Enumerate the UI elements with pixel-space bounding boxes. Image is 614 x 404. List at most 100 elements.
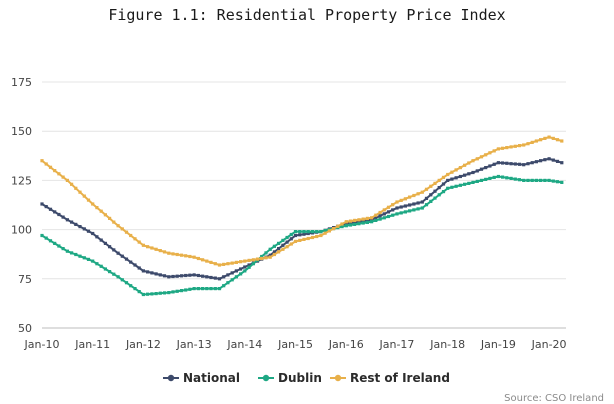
data-point [146,270,150,274]
data-point [103,267,107,271]
y-tick-label: 100 [11,224,32,237]
x-tick-label: Jan-15 [277,338,313,351]
data-point [551,179,555,183]
data-point [551,136,555,140]
data-point [154,292,158,296]
data-point [365,220,369,224]
gridlines [42,81,566,329]
data-point [298,233,302,237]
data-point [179,274,184,278]
data-point [488,176,492,180]
data-point [205,259,209,263]
data-point [103,241,107,245]
source-note: Source: CSO Ireland [504,393,604,404]
data-point [150,271,154,275]
data-point [213,276,217,280]
data-point [277,241,281,245]
data-point [420,206,424,210]
data-point [133,237,137,241]
data-point [70,182,74,186]
data-point [205,287,209,291]
legend-label: National [183,371,240,385]
data-point [547,157,551,161]
data-point [399,205,403,209]
y-tick-label: 150 [11,125,32,138]
data-point [281,247,285,251]
data-point [78,190,82,194]
x-tick-label: Jan-10 [24,338,60,351]
data-point [420,200,424,204]
data-point [217,287,222,291]
legend: National Dublin Rest of Ireland [163,371,450,385]
data-point [196,256,200,261]
chart-title: Figure 1.1: Residential Property Price I… [108,6,506,24]
data-point [399,198,403,202]
legend-item: National [163,371,240,385]
data-point [171,290,175,294]
data-point [471,180,475,184]
data-point [201,258,205,262]
data-point [293,233,298,238]
data-point [298,238,302,242]
data-point [65,218,69,222]
data-point [403,204,407,208]
data-point [61,215,65,219]
data-point [48,207,53,211]
data-point [348,223,353,227]
data-point [230,261,234,265]
data-point [492,162,496,166]
data-point [429,184,433,188]
data-point [496,161,500,165]
data-point [272,252,276,257]
data-point [175,252,179,257]
data-point [226,281,230,285]
data-point [209,260,213,264]
data-point [382,208,386,212]
data-point [416,192,420,196]
data-point [475,169,479,173]
data-point [192,287,196,291]
data-point [340,225,344,229]
data-point [374,213,378,217]
data-point [348,221,353,225]
data-point [424,187,429,191]
data-point [458,166,462,170]
data-point [108,270,112,274]
data-point [171,274,175,279]
data-point [441,182,446,186]
data-point [243,269,247,273]
series-rest-of-ireland [40,135,564,267]
data-point [289,232,293,237]
data-point [513,144,517,148]
data-point [479,178,484,182]
data-point [310,230,315,234]
data-point [450,185,454,189]
data-point [370,216,374,220]
data-point [492,149,496,153]
series-dublin [40,174,564,297]
data-point [222,284,226,288]
x-tick-label: Jan-19 [480,338,516,351]
data-point [112,248,116,252]
data-point [332,227,336,231]
data-point [433,189,437,193]
x-tick-label: Jan-12 [125,338,161,351]
data-point [74,186,78,190]
legend-marker [334,374,342,382]
data-point [154,247,158,251]
data-point [408,195,412,199]
data-point [513,177,517,181]
data-point [40,159,44,163]
data-point [382,216,386,220]
data-point [403,197,407,201]
data-point [319,233,323,238]
data-point [378,214,382,218]
data-point [458,183,462,187]
data-point [86,229,91,233]
data-point [247,263,251,267]
data-point [450,170,454,174]
data-point [65,249,69,253]
series-line [41,157,563,280]
data-point [272,250,276,254]
data-point [386,210,391,214]
